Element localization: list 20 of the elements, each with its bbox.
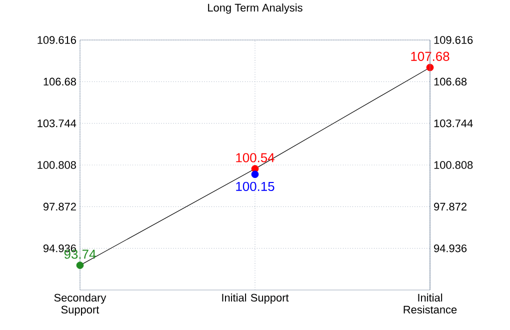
x-tick-label: Secondary Support xyxy=(54,294,106,316)
y2-tick-label: 106.68 xyxy=(434,78,467,86)
y2-tick-label: 109.616 xyxy=(434,36,473,44)
y2-tick-label: 100.808 xyxy=(434,161,473,169)
data-label: 100.54 xyxy=(236,153,274,162)
y2-tick-label: 94.936 xyxy=(434,244,467,252)
y-tick-label: 100.808 xyxy=(38,161,76,169)
chart-title: Long Term Analysis xyxy=(208,4,302,14)
data-label: 107.68 xyxy=(411,52,450,61)
x-tick-label: Initial Resistance xyxy=(404,294,457,314)
data-label: 100.15 xyxy=(236,182,274,192)
y-tick-label: 109.616 xyxy=(38,36,76,44)
x-tick-label: Initial Support xyxy=(222,294,289,304)
y2-tick-label: 97.872 xyxy=(434,202,466,211)
y-tick-label: 103.744 xyxy=(38,119,76,128)
point xyxy=(76,262,84,269)
y2-tick-label: 103.744 xyxy=(434,119,473,128)
y-tick-label: 106.68 xyxy=(44,78,76,86)
y-tick-label: 97.872 xyxy=(43,202,76,211)
point xyxy=(251,170,259,178)
